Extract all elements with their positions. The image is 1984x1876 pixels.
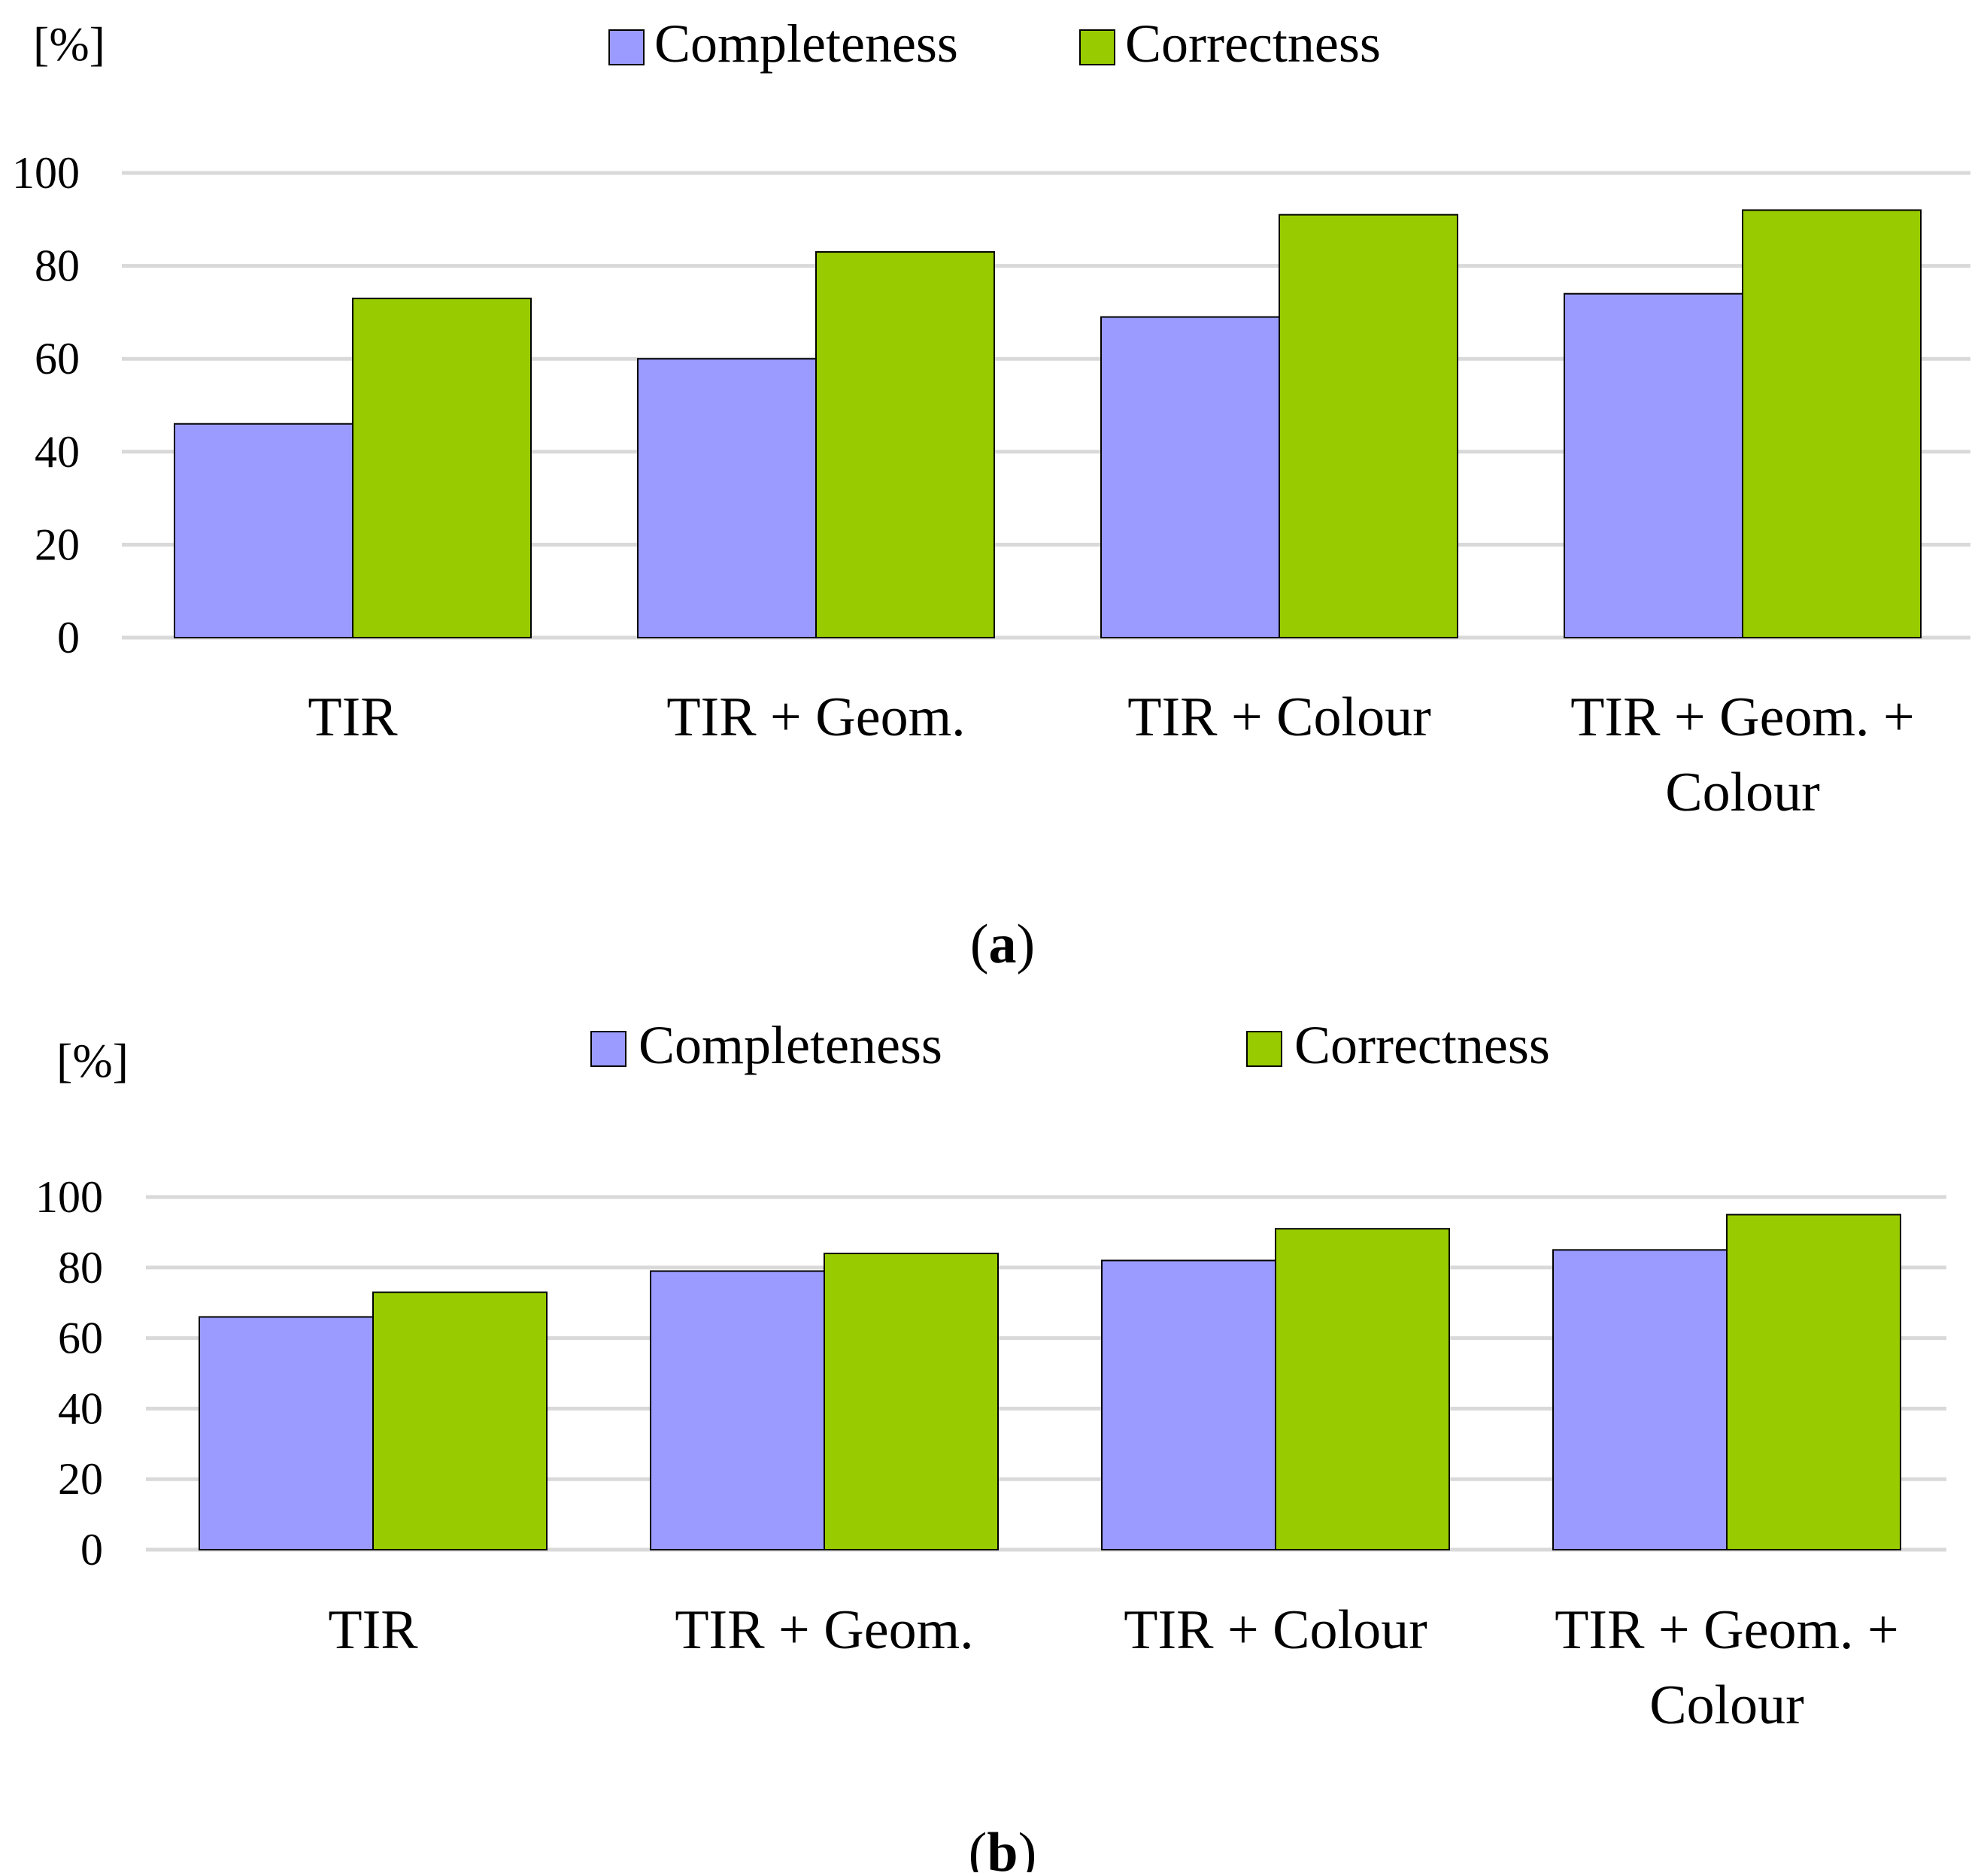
y-tick-100: 100: [12, 148, 80, 198]
y-unit-label: [%]: [33, 17, 105, 71]
legend-swatch-correctness: [1246, 1031, 1282, 1067]
x-category-label: Colour: [1665, 762, 1820, 823]
bar-correctness-3: Correctness: 91: [1275, 1228, 1450, 1550]
y-tick-60: 60: [35, 334, 80, 383]
bar-correctness-2: Correctness: 83: [815, 251, 995, 638]
x-category-label: TIR + Colour: [1127, 686, 1431, 748]
y-unit-label: [%]: [56, 1034, 129, 1087]
x-category-label: TIR + Geom.: [666, 686, 965, 748]
legend-label-correctness: Correctness: [1125, 14, 1381, 74]
y-tick-60: 60: [58, 1314, 103, 1363]
x-category-label: TIR + Geom.: [675, 1599, 973, 1661]
bar-completeness-3: Completeness: 82: [1101, 1259, 1276, 1551]
x-category-label: TIR: [308, 686, 398, 748]
bar-correctness-1: Correctness: 73: [352, 297, 532, 638]
bar-correctness-2: Correctness: 84: [824, 1253, 999, 1551]
legend-label-completeness: Completeness: [654, 14, 958, 74]
y-tick-80: 80: [58, 1243, 103, 1293]
y-tick-0: 0: [80, 1525, 103, 1574]
bar-completeness-2: Completeness: 79: [650, 1270, 825, 1550]
legend-item-correctness: Correctness: [1246, 1015, 1550, 1075]
legend-item-completeness: Completeness: [608, 14, 958, 74]
legend-swatch-completeness: [608, 29, 645, 65]
bar-correctness-4: Correctness: 95: [1726, 1214, 1901, 1550]
bar-completeness-2: Completeness: 60: [637, 358, 817, 638]
legend-swatch-completeness: [590, 1031, 626, 1067]
legend-item-correctness: Correctness: [1079, 14, 1381, 74]
y-tick-100: 100: [35, 1172, 103, 1222]
chart-b: [%] Completeness Correctness 0 20 40 60 80 100 Co…: [35, 1015, 1946, 1876]
legend-label-completeness: Completeness: [639, 1015, 942, 1075]
bar-completeness-1: Completeness: 66: [199, 1316, 374, 1550]
x-category-label: TIR + Geom. +: [1570, 686, 1915, 748]
y-tick-20: 20: [35, 520, 80, 569]
bar-completeness-3: Completeness: 69: [1100, 316, 1280, 638]
y-tick-20: 20: [58, 1454, 103, 1504]
x-category-label: TIR: [328, 1599, 418, 1661]
legend-swatch-correctness: [1079, 29, 1115, 65]
x-category-label: TIR + Geom. +: [1555, 1599, 1899, 1661]
x-category-label: TIR + Colour: [1124, 1599, 1427, 1661]
bar-completeness-1: Completeness: 46: [174, 423, 353, 638]
bar-correctness-1: Correctness: 73: [372, 1291, 548, 1550]
figure-caption: (b): [969, 1822, 1036, 1872]
y-tick-80: 80: [35, 241, 80, 291]
chart-a: [%] Completeness Correctness 0 20 40 60 80 100 Co…: [12, 14, 1970, 975]
legend-item-completeness: Completeness: [590, 1015, 942, 1075]
bar-completeness-4: Completeness: 74: [1564, 292, 1743, 638]
bar-correctness-3: Correctness: 91: [1279, 214, 1458, 638]
bar-completeness-4: Completeness: 85: [1552, 1249, 1728, 1550]
bar-correctness-4: Correctness: 92: [1742, 209, 1922, 638]
y-tick-40: 40: [58, 1384, 103, 1433]
x-category-label: Colour: [1649, 1674, 1804, 1736]
legend-label-correctness: Correctness: [1294, 1015, 1550, 1075]
y-tick-0: 0: [57, 613, 80, 662]
y-tick-40: 40: [35, 427, 80, 477]
figure-caption: (a): [970, 914, 1035, 975]
